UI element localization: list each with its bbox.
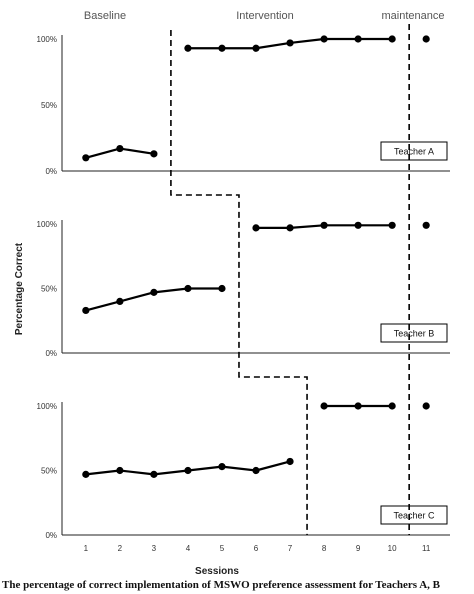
x-tick-label: 5 xyxy=(220,544,225,553)
data-point xyxy=(286,457,294,466)
x-tick-label: 4 xyxy=(186,544,191,553)
data-point xyxy=(82,154,90,162)
y-tick-label: 0% xyxy=(45,531,57,540)
teacher-label: Teacher C xyxy=(393,511,435,521)
x-tick-label: 2 xyxy=(118,544,123,553)
data-point xyxy=(320,35,328,43)
y-tick-label: 100% xyxy=(37,35,57,44)
data-point xyxy=(422,402,430,410)
data-point xyxy=(150,470,158,478)
y-tick-label: 50% xyxy=(41,101,57,110)
x-tick-label: 8 xyxy=(322,544,327,553)
data-point xyxy=(286,224,294,232)
phase-label-baseline: Baseline xyxy=(84,10,126,22)
plot-layer: 0%50%100%Teacher A0%50%100%Teacher B0%50… xyxy=(37,24,450,553)
data-point xyxy=(388,221,396,229)
data-point xyxy=(218,284,226,293)
data-point xyxy=(354,402,362,410)
y-tick-label: 0% xyxy=(45,349,57,358)
panel-teacher-a: 0% 50% 100% Teacher A xyxy=(37,35,450,176)
data-point xyxy=(184,466,192,475)
phase-label-intervention: Intervention xyxy=(236,10,293,22)
y-tick-label: 100% xyxy=(37,220,57,229)
data-point xyxy=(252,466,260,475)
teacher-label-box xyxy=(380,505,448,525)
data-point xyxy=(286,39,294,47)
teacher-label-box xyxy=(380,323,448,343)
data-point xyxy=(184,44,192,52)
panel-teacher-b: 0% 50% 100% Teacher B xyxy=(37,220,450,358)
y-tick-label: 50% xyxy=(41,467,57,476)
data-point xyxy=(354,35,362,43)
data-point xyxy=(116,297,124,305)
y-tick-label: 50% xyxy=(41,285,57,294)
x-tick-label: 10 xyxy=(388,544,397,553)
phase-change-line xyxy=(170,30,308,535)
data-point xyxy=(116,144,124,153)
data-point xyxy=(184,284,192,293)
x-axis-title: Sessions xyxy=(195,566,239,577)
data-point xyxy=(116,466,124,475)
data-point xyxy=(150,288,158,296)
data-point xyxy=(218,44,226,52)
data-point xyxy=(82,306,90,315)
y-tick-label: 100% xyxy=(37,402,57,411)
data-point xyxy=(354,221,362,229)
data-point xyxy=(422,221,430,229)
x-tick-label: 1 xyxy=(84,544,89,553)
x-tick-label: 3 xyxy=(152,544,157,553)
data-point xyxy=(320,402,328,410)
y-axis-title: Percentage Correct xyxy=(14,242,25,335)
x-tick-label: 11 xyxy=(422,544,431,553)
y-tick-label: 0% xyxy=(45,167,57,176)
x-tick-label: 7 xyxy=(288,544,293,553)
x-tick-label: 9 xyxy=(356,544,361,553)
data-point xyxy=(320,221,328,229)
data-point xyxy=(252,224,260,232)
data-point xyxy=(388,35,396,43)
data-point xyxy=(150,150,158,158)
teacher-label: Teacher B xyxy=(394,329,435,339)
data-point xyxy=(388,402,396,410)
data-point xyxy=(82,470,90,478)
data-point xyxy=(422,35,430,43)
phase-label-maintenance: maintenance xyxy=(382,10,445,22)
data-point xyxy=(252,44,260,52)
x-tick-label: 6 xyxy=(254,544,259,553)
teacher-label-box xyxy=(380,141,448,161)
panel-teacher-c: 0% 50% 100% Teacher C xyxy=(37,402,450,540)
data-point xyxy=(218,463,226,471)
teacher-label: Teacher A xyxy=(394,147,434,157)
figure-caption: The percentage of correct implementation… xyxy=(2,579,440,591)
